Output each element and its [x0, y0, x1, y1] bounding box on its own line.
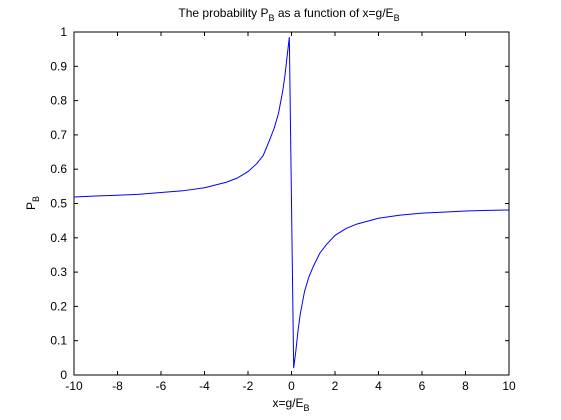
x-tick-label: -8: [112, 379, 123, 393]
y-tick-label: 1: [60, 25, 67, 39]
y-tick-label: 0.5: [50, 197, 67, 211]
y-tick-label: 0.1: [50, 334, 67, 348]
x-tick-label: -4: [199, 379, 210, 393]
y-tick-label: 0.4: [50, 231, 67, 245]
x-axis-label-main: x=g/E: [272, 396, 303, 410]
y-tick-label: 0.6: [50, 162, 67, 176]
y-tick-label: 0.9: [50, 59, 67, 73]
x-axis-label-subscript: B: [304, 403, 310, 413]
chart-title-subscript-2: B: [394, 13, 400, 23]
y-tick-label: 0.8: [50, 94, 67, 108]
chart-title-suffix: as a function of x=g/E: [274, 6, 393, 20]
y-axis-label-subscript: B: [31, 196, 41, 202]
x-tick-label: -6: [156, 379, 167, 393]
y-tick-label: 0.3: [50, 265, 67, 279]
x-tick-label: -10: [65, 379, 83, 393]
x-tick-label: 0: [288, 379, 295, 393]
chart-title-main: The probability P: [178, 6, 268, 20]
y-tick-label: 0.2: [50, 299, 67, 313]
x-tick-label: 10: [502, 379, 516, 393]
x-tick-label: 6: [419, 379, 426, 393]
y-tick-label: 0: [60, 368, 67, 382]
y-axis-label-main: P: [24, 202, 38, 210]
x-tick-label: 8: [462, 379, 469, 393]
x-tick-label: -2: [243, 379, 254, 393]
y-tick-label: 0.7: [50, 128, 67, 142]
x-tick-label: 2: [332, 379, 339, 393]
x-tick-label: 4: [375, 379, 382, 393]
